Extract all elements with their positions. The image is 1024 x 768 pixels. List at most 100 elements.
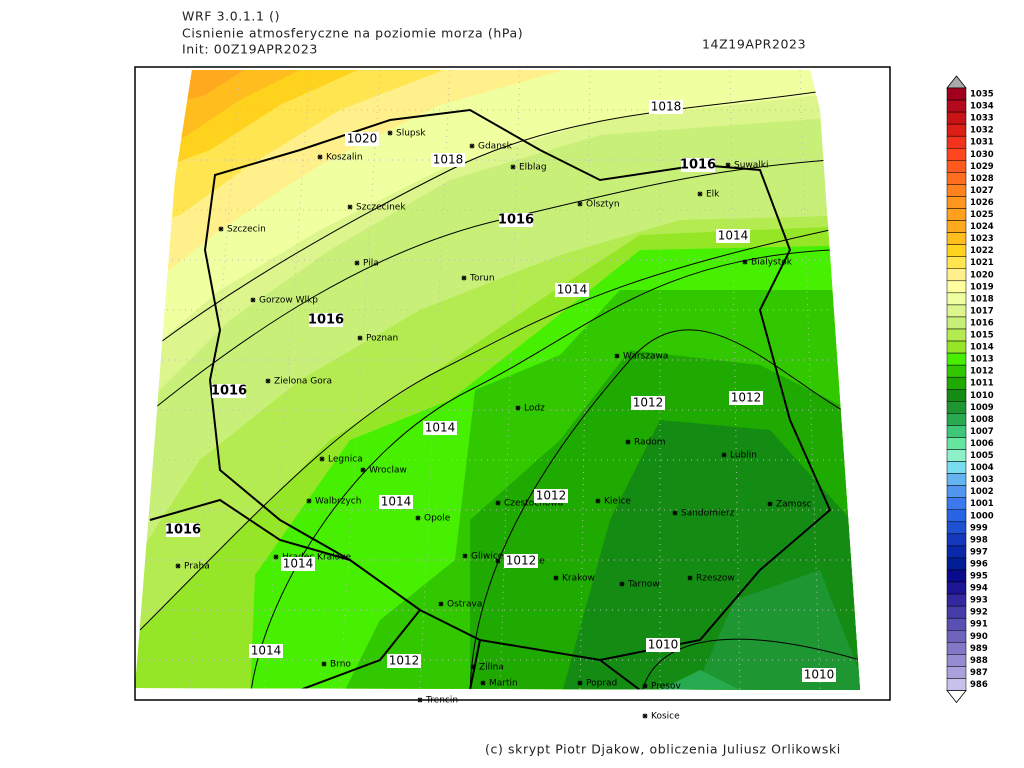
colorbar-label: 1006 [970,439,994,449]
city-name: Szczecinek [356,203,406,213]
city-marker [742,259,748,265]
colorbar-label: 1031 [970,138,994,148]
colorbar-label: 1012 [970,367,994,377]
colorbar-swatch [946,617,967,631]
city-name: Czestochowa [504,499,563,509]
city-marker [415,515,421,521]
colorbar-label: 1005 [970,451,994,461]
city-name: Wroclaw [369,466,407,476]
colorbar-swatch [946,678,967,691]
colorbar-label: 1027 [970,186,994,196]
colorbar-swatch [946,232,967,245]
city-marker [614,353,620,359]
colorbar-label: 1009 [970,403,994,413]
city-marker [495,558,501,564]
city-marker [642,713,648,719]
city-name: Pila [363,259,379,269]
colorbar-swatch [946,545,967,559]
isobar-label-bg [423,421,457,435]
city-name: Gliwice [471,552,504,562]
init: Init: 00Z19APR2023 [182,42,318,57]
isobar-label: 1012 [506,554,537,568]
colorbar-label: 1035 [970,90,994,100]
isobar-label-bg [499,213,533,227]
colorbar-swatch [946,401,967,414]
colorbar-label: 993 [970,596,988,606]
colorbar-swatch [946,352,967,366]
colorbar-label: 995 [970,572,988,582]
city-name: Lublin [730,451,757,461]
isobar-label: 1014 [283,557,314,571]
colorbar-swatch [946,268,967,282]
city-name: Ostrava [447,600,482,610]
isobar-label: 1012 [536,489,567,503]
isobar-label: 1014 [557,283,588,297]
isobar-label-bg [681,158,715,172]
colorbar-swatch [946,389,967,402]
isobar-label-bg [631,396,665,410]
colorbar-label: 1019 [970,282,994,292]
colorbar-label: 1003 [970,475,994,485]
isobar-label-bg [212,384,246,398]
colorbar-swatch [946,581,967,595]
colorbar-label: 986 [970,680,988,690]
city-name: Kosice [651,712,680,722]
city-name: Elk [706,190,720,200]
colorbar-label: 999 [970,523,988,533]
colorbar-swatch [946,316,967,330]
colorbar-swatch [946,328,967,342]
colorbar-label: 1016 [970,318,994,328]
isobar-label-bg [555,283,589,297]
city-name: Brno [330,660,351,670]
model: WRF 3.0.1.1 () [182,9,280,24]
colorbar-label: 1004 [970,463,994,473]
city-marker [250,297,256,303]
colorbar-swatch [946,280,967,294]
colorbar-label: 991 [970,620,988,630]
city-name: Olsztyn [586,200,620,210]
valid-time: 14Z19APR2023 [702,37,806,52]
isobar-label-bg [716,229,750,243]
colorbar-label: 1024 [970,222,994,232]
city-name: Gdansk [478,142,513,152]
isobar-label: 1014 [425,421,456,435]
city-marker [480,680,486,686]
colorbar-label: 1029 [970,162,994,172]
colorbar-label: 988 [970,656,988,666]
isobar-label-bg [166,523,200,537]
city-name: Legnica [328,455,363,465]
city-name: Radom [634,438,666,448]
isobar-label-bg [387,654,421,668]
city-name: Torun [469,274,495,284]
isobar-label: 1020 [347,132,378,146]
isobar-label: 1010 [804,668,835,682]
colorbar-label: 1026 [970,198,994,208]
colorbar-label: 1030 [970,150,994,160]
isobar-label-bg [379,495,413,509]
isobar-label-bg [431,153,465,167]
colorbar-swatch [946,160,967,173]
colorbar-label: 989 [970,644,988,654]
colorbar-bottom-arrow [946,690,967,704]
colorbar-swatch [946,605,967,619]
isobar-label: 1018 [433,153,464,167]
colorbar-swatch [946,485,967,498]
colorbar-swatch [946,425,967,438]
city-marker [317,154,323,160]
colorbar-swatch [946,473,967,486]
city-marker [495,500,501,506]
colorbar-swatch [946,376,967,390]
colorbar-label: 1013 [970,355,994,365]
colorbar-label: 1034 [970,102,994,112]
city-marker [306,498,312,504]
city-marker [515,405,521,411]
colorbar-swatch [946,654,967,667]
colorbar-swatch [946,593,967,607]
city-name: Zamosc [776,500,812,510]
colorbar-swatch [946,413,967,426]
colorbar-swatch [946,533,967,547]
isobar-label: 1014 [251,644,282,658]
city-marker [595,498,601,504]
city-name: Slupsk [396,129,426,139]
